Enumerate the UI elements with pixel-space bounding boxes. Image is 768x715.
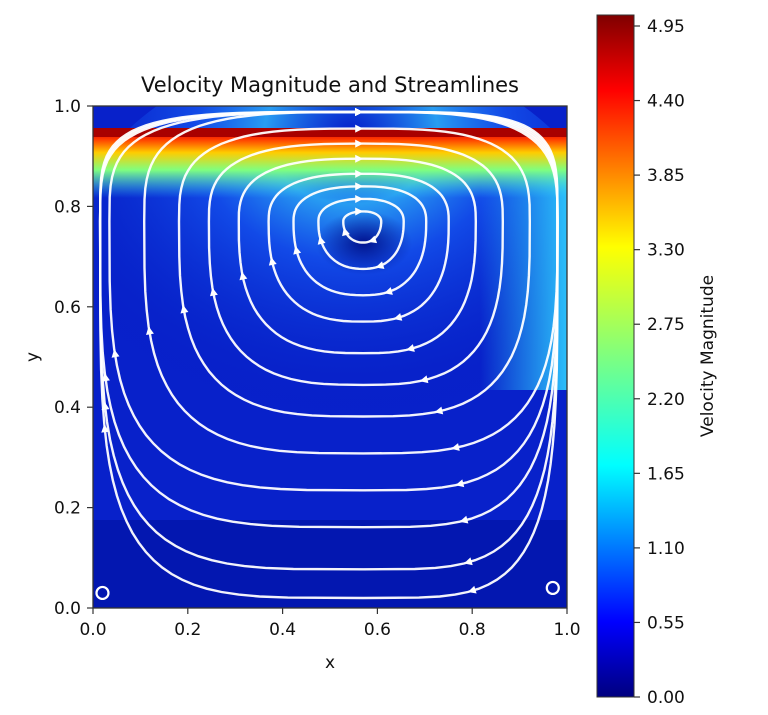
streamline-arrow (406, 344, 415, 352)
axes-frame (92, 105, 568, 609)
x-axis-label: x (325, 653, 335, 673)
colorbar-tick-label: 0.55 (647, 613, 685, 633)
x-axis-ticks: 0.0 0.2 0.4 0.6 0.8 1.0 (79, 608, 581, 640)
streamline-arrow (355, 139, 364, 148)
y-tick-label: 0.8 (54, 197, 81, 217)
colorbar-tick-label: 1.10 (647, 539, 685, 559)
streamline (207, 142, 504, 387)
streamline-arrow (455, 479, 465, 488)
streamline-arrow (111, 349, 120, 358)
colorbar-tick-label: 2.75 (647, 315, 685, 335)
plot-area (93, 106, 567, 608)
streamline-arrow (268, 257, 277, 266)
x-tick-label: 0.4 (269, 620, 296, 640)
streamline-arrow (459, 515, 469, 524)
streamline-arrow (293, 245, 302, 255)
streamline-arrow (451, 443, 460, 451)
colorbar-tick-label: 3.85 (647, 166, 685, 186)
streamline-arrow (393, 313, 403, 321)
y-tick-label: 0.6 (54, 298, 81, 318)
colorbar-label: Velocity Magnitude (698, 275, 718, 437)
colorbar-tick-label: 4.40 (647, 92, 685, 112)
streamline-arrow (463, 557, 473, 566)
streamline-arrow (102, 373, 110, 382)
streamline (292, 185, 428, 297)
streamline-arrow (375, 261, 385, 269)
colorbar (596, 14, 635, 698)
streamline-arrow (355, 124, 364, 133)
streamline-arrow (434, 406, 444, 415)
streamline-arrow (355, 154, 364, 163)
field-bottom-shade (93, 520, 567, 608)
streamline (267, 172, 450, 323)
streamline-arrow (342, 227, 350, 237)
streamline (98, 110, 559, 600)
y-tick-label: 0.2 (54, 499, 81, 519)
x-tick-label: 0.6 (364, 620, 391, 640)
colorbar-tick-label: 1.65 (647, 464, 685, 484)
x-tick-label: 0.2 (174, 620, 201, 640)
streamline-arrow (467, 585, 477, 594)
x-tick-label: 0.8 (459, 620, 486, 640)
streamline-arrow (146, 326, 154, 335)
streamline (237, 157, 477, 355)
streamline-arrow (355, 182, 364, 191)
streamline-arrow (419, 375, 429, 384)
streamlines (95, 108, 560, 601)
streamline-arrow (101, 424, 110, 433)
y-tick-label: 0.0 (54, 599, 81, 619)
colorbar-tick-label: 0.00 (647, 688, 685, 708)
streamline-arrow (384, 287, 393, 295)
streamline-arrow (180, 304, 189, 314)
field-lid-band (93, 128, 567, 198)
streamline-arrow (355, 169, 364, 178)
field-lid-peak (93, 128, 567, 137)
streamline (177, 127, 531, 418)
streamline-arrow (317, 236, 326, 245)
colorbar-tick-label: 3.30 (647, 241, 685, 261)
streamline (142, 110, 559, 455)
streamline (317, 197, 405, 271)
streamline-arrow (239, 271, 248, 281)
colorbar-tick-label: 2.20 (647, 390, 685, 410)
streamline-arrow (355, 108, 364, 117)
y-tick-label: 1.0 (54, 97, 81, 117)
colorbar-tick-label: 4.95 (647, 17, 685, 37)
colorbar-ticks: 0.00 0.55 1.10 1.65 2.20 2.75 3.30 3.85 4.40 4.95 (634, 17, 685, 708)
x-tick-label: 0.0 (79, 620, 106, 640)
streamline-arrow (209, 287, 218, 297)
y-axis-label: y (23, 352, 43, 362)
corner-eddy (95, 585, 110, 601)
streamline-arrow (355, 207, 364, 216)
y-axis-ticks: 0.0 0.2 0.4 0.6 0.8 1.0 (54, 97, 93, 619)
streamline-arrow (368, 235, 378, 244)
chart-title: Velocity Magnitude and Streamlines (141, 73, 519, 97)
corner-eddy (545, 580, 560, 596)
streamline-arrow (355, 194, 364, 203)
y-tick-label: 0.4 (54, 398, 81, 418)
x-tick-label: 1.0 (553, 620, 580, 640)
